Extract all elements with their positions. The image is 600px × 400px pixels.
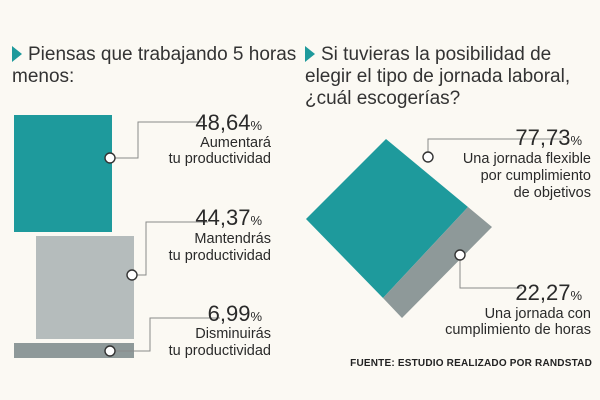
marker-dot (454, 249, 466, 261)
value-label-flexible: 77,73% (515, 125, 582, 150)
bar-mantendras (36, 236, 134, 339)
value-label-horas: 22,27% (515, 280, 582, 305)
block-flexible (306, 139, 468, 298)
bar-disminuiras (14, 343, 134, 358)
value-label-aumentara: 48,64% (195, 110, 262, 135)
value-label-disminuiras: 6,99% (208, 301, 263, 326)
leader-line (427, 138, 563, 157)
marker-dot (126, 269, 138, 281)
category-label-flexible-2: por cumplimiento (481, 168, 591, 184)
category-label-mantendras-2: tu productividad (169, 248, 271, 264)
category-label-disminuiras-2: tu productividad (169, 343, 271, 359)
category-label-mantendras-1: Mantendrás (194, 231, 271, 247)
chart-right: 77,73% Una jornada flexible por cumplimi… (306, 125, 591, 338)
category-label-flexible-3: de objetivos (514, 185, 591, 201)
category-label-horas-1: Una jornada con (485, 306, 591, 322)
leader-line (459, 255, 522, 289)
chart-left: 48,64% Aumentará tu productividad 44,37%… (14, 110, 272, 359)
source-note: FUENTE: ESTUDIO REALIZADO POR RANDSTAD (350, 358, 592, 369)
bar-aumentara (14, 115, 112, 232)
value-label-mantendras: 44,37% (195, 205, 262, 230)
block-horas (383, 207, 492, 318)
triangle-bullet-icon (305, 46, 315, 62)
question-left-text: Piensas que trabajando 5 horas menos: (12, 44, 297, 87)
question-left: Piensas que trabajando 5 horas menos: (12, 44, 302, 88)
triangle-bullet-icon (12, 46, 22, 62)
leader-line (110, 317, 220, 352)
category-label-flexible-1: Una jornada flexible (463, 151, 591, 167)
leader-line (132, 221, 208, 276)
leader-line (110, 121, 205, 159)
question-right: Si tuvieras la posibilidad de elegir el … (305, 44, 595, 110)
category-label-aumentara-1: Aumentará (200, 135, 272, 151)
category-label-horas-2: cumplimiento de horas (445, 322, 591, 338)
category-label-disminuiras-1: Disminuirás (195, 326, 271, 342)
marker-dot (104, 152, 116, 164)
question-right-text: Si tuvieras la posibilidad de elegir el … (305, 44, 571, 109)
marker-dot (422, 151, 434, 163)
marker-dot (104, 345, 116, 357)
category-label-aumentara-2: tu productividad (169, 151, 271, 167)
